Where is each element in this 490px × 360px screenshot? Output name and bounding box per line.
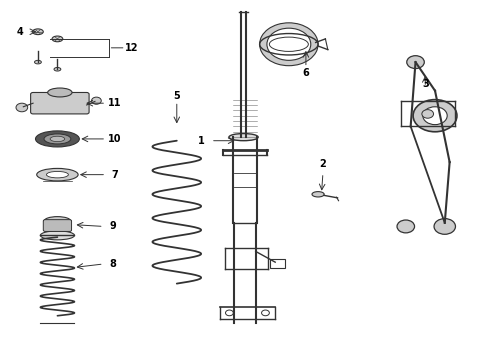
Circle shape (92, 97, 101, 104)
Ellipse shape (47, 171, 69, 178)
Ellipse shape (312, 192, 324, 197)
Ellipse shape (54, 67, 61, 71)
Ellipse shape (52, 36, 63, 42)
Circle shape (16, 103, 28, 112)
Ellipse shape (35, 131, 79, 147)
Text: 12: 12 (125, 43, 139, 53)
Ellipse shape (37, 168, 78, 181)
Ellipse shape (44, 134, 71, 144)
Text: 9: 9 (109, 221, 116, 231)
FancyBboxPatch shape (30, 93, 89, 114)
Circle shape (413, 100, 457, 132)
Ellipse shape (32, 29, 43, 35)
Ellipse shape (40, 231, 74, 240)
Circle shape (407, 56, 424, 68)
Text: 7: 7 (111, 170, 118, 180)
Text: 8: 8 (109, 259, 116, 269)
Circle shape (423, 107, 447, 125)
Text: 10: 10 (108, 134, 122, 144)
Ellipse shape (48, 88, 72, 97)
FancyBboxPatch shape (43, 220, 72, 231)
Circle shape (397, 220, 415, 233)
Text: 6: 6 (302, 68, 309, 78)
Text: 3: 3 (422, 78, 429, 89)
Text: 2: 2 (319, 159, 326, 169)
Bar (270, 258, 285, 267)
Circle shape (422, 110, 434, 118)
Circle shape (434, 219, 456, 234)
Ellipse shape (50, 136, 65, 141)
Ellipse shape (34, 60, 41, 64)
Ellipse shape (44, 217, 71, 226)
Wedge shape (260, 23, 318, 66)
Text: 5: 5 (173, 91, 180, 101)
Ellipse shape (229, 134, 258, 141)
Text: 11: 11 (108, 98, 121, 108)
Text: 4: 4 (17, 27, 24, 37)
Text: 1: 1 (198, 136, 204, 146)
